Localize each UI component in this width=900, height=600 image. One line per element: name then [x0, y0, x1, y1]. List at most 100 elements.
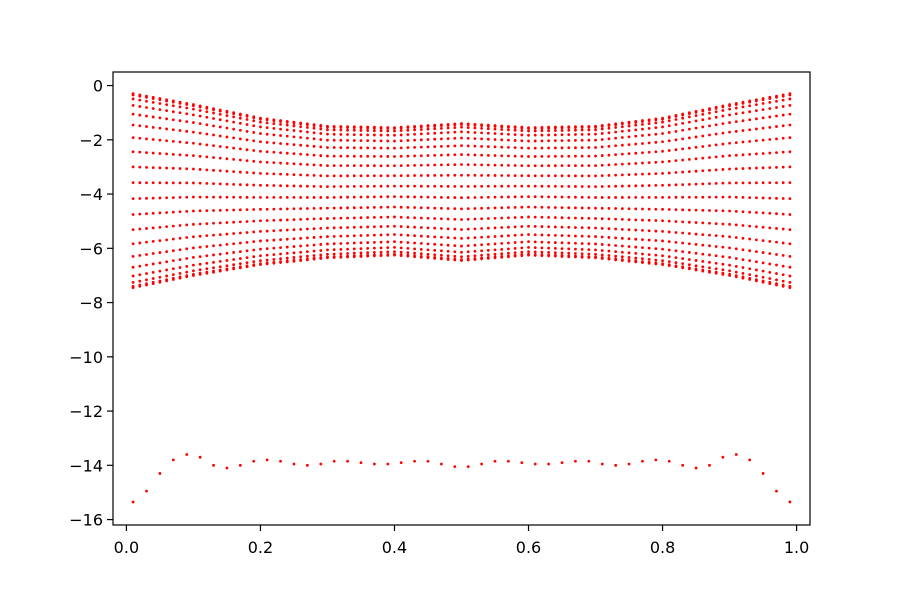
- lower-series-point: [252, 459, 256, 463]
- band-point: [540, 139, 544, 143]
- band-point: [145, 212, 148, 216]
- band-point: [493, 206, 497, 210]
- band-point: [627, 218, 631, 222]
- lower-series-point: [413, 459, 416, 463]
- band-point: [574, 164, 577, 168]
- band-point: [627, 228, 631, 232]
- band-point: [761, 211, 765, 215]
- band-point: [513, 184, 517, 188]
- band-point: [527, 139, 530, 143]
- band-point: [587, 252, 591, 256]
- band-point: [661, 196, 664, 199]
- band-point: [520, 126, 524, 130]
- band-point: [607, 184, 611, 188]
- band-point: [225, 243, 229, 246]
- band-point: [225, 251, 229, 255]
- lower-series-point: [708, 463, 711, 467]
- band-point: [393, 127, 396, 130]
- band-point: [748, 273, 752, 277]
- band-point: [245, 208, 249, 212]
- band-point: [540, 254, 544, 258]
- band-point: [587, 132, 591, 136]
- lower-series-point: [654, 458, 658, 462]
- band-point: [386, 139, 390, 143]
- band-point: [587, 154, 591, 158]
- band-point: [252, 171, 256, 175]
- band-point: [339, 255, 343, 259]
- band-point: [232, 136, 236, 140]
- band-point: [352, 241, 356, 245]
- band-point: [714, 234, 718, 238]
- band-point: [198, 181, 202, 185]
- band-point: [480, 235, 484, 239]
- band-point: [761, 108, 765, 111]
- band-point: [332, 195, 336, 199]
- band-point: [238, 262, 242, 266]
- band-point: [466, 217, 470, 221]
- band-point: [775, 272, 778, 275]
- band-point: [238, 231, 242, 235]
- band-point: [393, 233, 396, 236]
- band-point: [473, 163, 477, 167]
- band-point: [285, 256, 289, 260]
- band-point: [145, 263, 148, 267]
- band-point: [225, 264, 229, 268]
- band-point: [406, 241, 410, 244]
- band-point: [272, 172, 276, 176]
- band-point: [252, 260, 256, 264]
- band-point: [560, 206, 564, 209]
- band-point: [513, 225, 517, 229]
- band-point: [339, 247, 343, 251]
- band-point: [185, 103, 189, 106]
- band-point: [708, 270, 711, 274]
- band-point: [265, 160, 269, 164]
- y-tick-label: −4: [79, 185, 103, 204]
- band-point: [460, 144, 463, 148]
- band-point: [540, 126, 544, 130]
- band-point: [453, 126, 457, 130]
- band-point: [339, 174, 343, 178]
- band-point: [406, 216, 410, 219]
- band-point: [460, 163, 463, 166]
- band-point: [171, 166, 175, 170]
- band-point: [359, 234, 363, 237]
- band-point: [413, 206, 416, 209]
- x-tick-label: 0.8: [650, 538, 675, 557]
- band-point: [627, 121, 631, 125]
- band-point: [761, 275, 765, 279]
- band-point: [513, 233, 517, 237]
- band-point: [520, 174, 524, 178]
- band-point: [674, 159, 678, 163]
- band-point: [687, 195, 691, 199]
- band-point: [634, 256, 638, 260]
- band-point: [507, 128, 510, 132]
- band-point: [460, 125, 463, 129]
- band-point: [768, 100, 772, 104]
- band-point: [232, 267, 236, 271]
- band-point: [372, 254, 376, 258]
- band-point: [265, 229, 269, 233]
- band-point: [245, 220, 249, 223]
- band-point: [641, 228, 644, 232]
- band-point: [681, 262, 685, 266]
- band-point: [419, 125, 423, 129]
- band-point: [252, 159, 256, 163]
- band-point: [259, 247, 262, 251]
- band-point: [259, 219, 262, 223]
- band-point: [379, 126, 383, 130]
- band-point: [145, 106, 148, 109]
- band-point: [768, 115, 772, 119]
- band-point: [259, 183, 262, 187]
- band-point: [754, 250, 758, 254]
- band-point: [366, 146, 370, 150]
- band-point: [594, 235, 597, 238]
- band-point: [319, 253, 323, 257]
- band-point: [701, 233, 705, 237]
- band-point: [775, 165, 778, 169]
- band-point: [238, 195, 242, 199]
- band-point: [292, 129, 296, 132]
- band-point: [232, 251, 236, 254]
- band-point: [426, 163, 430, 167]
- band-point: [259, 140, 262, 144]
- band-point: [788, 265, 792, 269]
